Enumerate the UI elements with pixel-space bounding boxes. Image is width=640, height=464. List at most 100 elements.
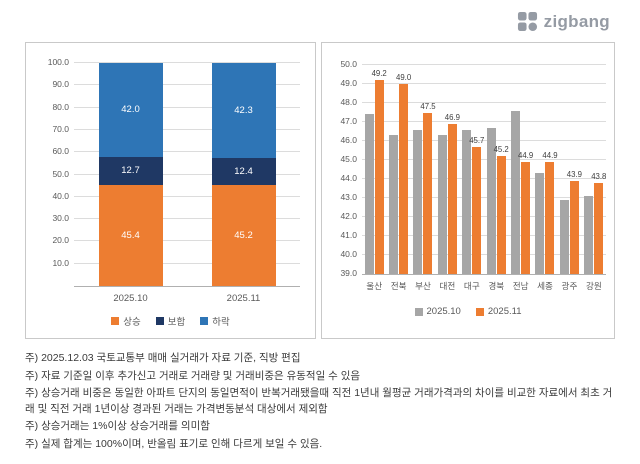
gridline: [362, 197, 606, 198]
y-axis-tick-label: 70.0: [52, 123, 69, 134]
legend-item: 2025.11: [475, 306, 522, 317]
legend-label: 하락: [212, 317, 230, 328]
gridline: [362, 83, 606, 84]
grouped-bar: [413, 129, 423, 274]
legend-swatch: [111, 317, 120, 325]
gridline: [362, 121, 606, 122]
grouped-bar: 49.0: [396, 73, 411, 274]
grouped-bar: 43.9: [567, 170, 582, 274]
bar-segment-value: 42.3: [234, 104, 253, 116]
y-axis-tick-label: 44.0: [340, 173, 357, 183]
gridline: [362, 254, 606, 255]
stacked-chart-panel: 100.0 90.0 80.0 70.0 60.0 50.0 40.0 30.0 20.0 10.…: [25, 42, 316, 339]
bar-group: 45.7: [460, 65, 484, 274]
footnote: 주) 상승거래는 1%이상 상승거래를 의미함: [25, 420, 210, 432]
x-axis-category-label: 전북: [390, 281, 407, 291]
x-axis-category-label: 부산: [415, 281, 431, 291]
grouped-bar: [535, 173, 545, 274]
legend-swatch: [475, 307, 484, 316]
gridline: [362, 102, 606, 103]
x-axis-category-label: 경북: [488, 281, 505, 291]
legend-item: 상승: [111, 314, 141, 328]
legend-swatch: [200, 317, 209, 325]
y-axis-tick-label: 80.0: [52, 101, 69, 112]
gridline: [74, 173, 300, 175]
y-axis-tick-label: 47.0: [340, 116, 357, 126]
grouped-bar: [389, 135, 399, 274]
bar-group: 46.9: [435, 65, 460, 274]
bar-group: 44.9: [533, 65, 558, 274]
y-axis-tick-label: 45.0: [340, 154, 357, 164]
y-axis-tick-label: 20.0: [52, 235, 69, 246]
stacked-bar: 45.4 12.7 42.0: [98, 63, 163, 286]
y-axis-tick-label: 39.0: [340, 268, 357, 278]
stacked-chart-x-axis: 2025.10 2025.11: [74, 293, 300, 305]
bar-segment: 45.2: [211, 185, 276, 286]
bar-group: 49.0: [386, 65, 411, 274]
gridline: [74, 106, 300, 108]
footnote: 주) 실제 합계는 100%이며, 반올림 표기로 인해 다르게 보일 수 있음…: [25, 437, 323, 450]
gridline: [74, 195, 300, 197]
grouped-bar: [364, 114, 374, 274]
y-axis-tick-label: 50.0: [340, 59, 357, 69]
footnote: 주) 상승거래 비중은 동일한 아파트 단지의 동일면적이 반복거래됐을때 직전…: [25, 387, 613, 415]
grouped-bar: 49.2: [372, 69, 387, 274]
grouped-bar: [559, 199, 569, 274]
bar-group: 43.8: [582, 65, 606, 274]
legend-item: 하락: [200, 314, 230, 328]
y-axis-tick-label: 40.0: [52, 190, 69, 201]
grouped-bar: 45.2: [494, 145, 509, 274]
bar-segment-value: 12.4: [234, 165, 253, 177]
gridline: [74, 128, 300, 130]
x-axis-category-label: 2025.10: [113, 293, 148, 304]
footnotes: 주) 2025.12.03 국토교통부 매매 실거래가 자료 기준, 직방 편집…: [25, 351, 621, 454]
bar-value-label: 45.7: [469, 135, 485, 145]
x-axis-category-label: 대구: [463, 281, 480, 291]
x-axis-category-label: 울산: [366, 281, 383, 291]
x-axis-category-label: 강원: [585, 281, 602, 291]
gridline: [362, 140, 606, 141]
bar-segment-value: 42.0: [121, 104, 140, 116]
zigbang-logo: zigbang: [517, 11, 610, 32]
zigbang-logo-text: zigbang: [543, 11, 610, 31]
bar-value-label: 47.5: [420, 101, 436, 111]
bar-segment-value: 45.2: [234, 230, 253, 242]
legend-label: 상승: [123, 317, 141, 328]
legend-label: 2025.11: [487, 306, 522, 317]
x-axis-category-label: 광주: [561, 281, 578, 291]
y-axis-tick-label: 60.0: [52, 146, 69, 157]
bar-segment: 42.3: [211, 63, 276, 158]
stacked-chart-legend: 상승 보합 하락: [26, 314, 315, 328]
stacked-bar: 45.2 12.4 42.3: [211, 63, 276, 286]
gridline: [74, 240, 300, 242]
gridline: [362, 235, 606, 236]
y-axis-tick-label: 43.0: [340, 192, 357, 202]
bar-value-label: 44.9: [517, 150, 534, 160]
grouped-bar: 43.8: [591, 172, 606, 274]
bar-segment-value: 12.7: [121, 165, 140, 177]
grouped-bar: [511, 110, 521, 274]
grouped-bar: 45.7: [469, 136, 484, 274]
grouped-chart-panel: 50.0 49.0 48.0 47.0 46.0 45.0 44.0 43.0 42.0 41.0…: [321, 42, 615, 339]
gridline: [74, 84, 300, 86]
legend-label: 2025.10: [426, 306, 461, 317]
gridline: [362, 216, 606, 217]
gridline: [362, 64, 606, 65]
grouped-chart-plot: 50.0 49.0 48.0 47.0 46.0 45.0 44.0 43.0 42.0 41.0…: [340, 59, 606, 278]
bar-group: 43.9: [557, 65, 582, 274]
bar-group: 44.9: [508, 65, 534, 274]
y-axis-tick-label: 46.0: [340, 135, 357, 145]
bar-value-label: 49.0: [395, 73, 412, 82]
gridline: [362, 178, 606, 179]
grouped-bar: [437, 135, 447, 274]
grouped-chart-x-axis: 울산 전북 부산 대전 대구 경북 전남 세종 광주 강원: [362, 280, 606, 292]
legend-swatch: [155, 317, 164, 325]
y-axis-tick-label: 41.0: [340, 230, 357, 240]
bar-value-label: 43.8: [591, 171, 607, 181]
gridline: [74, 151, 300, 153]
grouped-bar: [462, 129, 472, 274]
y-axis-tick-label: 50.0: [52, 168, 69, 179]
x-axis-category-label: 세종: [537, 281, 553, 291]
footnote: 주) 2025.12.03 국토교통부 매매 실거래가 자료 기준, 직방 편집: [25, 352, 301, 364]
y-axis-tick-label: 48.0: [340, 97, 357, 107]
